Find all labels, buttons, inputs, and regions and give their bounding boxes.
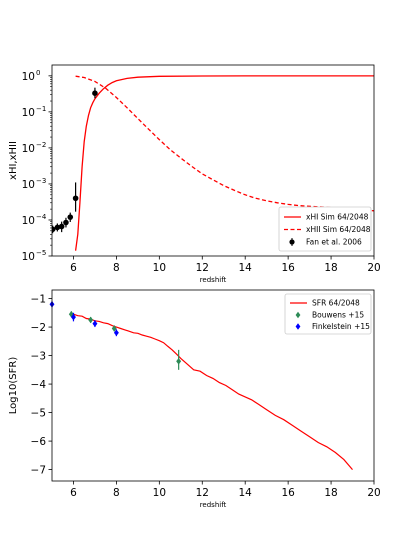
finkelstein-data-point xyxy=(113,329,119,337)
x-tick-label: 6 xyxy=(70,487,77,499)
xhii-series-line xyxy=(75,75,374,212)
fan-data-point xyxy=(67,214,74,220)
y-tick-label: 10 xyxy=(22,215,35,227)
x-tick-label: 6 xyxy=(70,262,77,274)
y-tick-base: 10 xyxy=(22,215,35,227)
x-tick-label: 16 xyxy=(281,487,295,499)
fan-data-point xyxy=(52,226,56,233)
plot-frame xyxy=(51,64,375,257)
plot-frame xyxy=(51,289,375,482)
legend-box xyxy=(284,293,372,335)
y-tick-base: 10 xyxy=(22,143,35,155)
legend-entry-label: Bouwens +15 xyxy=(312,311,364,320)
fan-data-point xyxy=(72,195,79,202)
x-tick-label: 14 xyxy=(239,487,253,499)
y-tick-label: 10 xyxy=(22,107,35,119)
y-tick-base: 10 xyxy=(22,71,35,83)
y-tick-label: 10 xyxy=(22,71,35,83)
x-tick-label: 14 xyxy=(239,262,253,274)
y-tick-label: 10 xyxy=(22,179,35,191)
y-tick-label: −2 xyxy=(31,322,46,334)
x-axis-label: redshift xyxy=(200,276,227,284)
legend-entry-label: SFR 64/2048 xyxy=(312,299,360,308)
x-tick-label: 18 xyxy=(324,487,337,499)
legend-entry-label: xHII Sim 64/2048 xyxy=(306,225,371,234)
y-tick-label: 10 xyxy=(22,143,35,155)
x-tick-label: 8 xyxy=(113,487,120,499)
x-axis-label: redshift xyxy=(200,501,227,509)
y-tick-base: 10 xyxy=(22,107,35,119)
x-tick-label: 10 xyxy=(153,262,166,274)
xhi-series-line xyxy=(74,75,374,251)
y-tick-exponent: −2 xyxy=(36,141,46,149)
fan-data-point xyxy=(63,219,69,226)
bouwens-data-point xyxy=(176,357,182,365)
y-tick-base: 10 xyxy=(22,179,35,191)
x-tick-label: 12 xyxy=(196,262,209,274)
x-tick-label: 16 xyxy=(281,262,295,274)
y-tick-label: −1 xyxy=(31,294,46,306)
legend-box xyxy=(278,206,372,252)
x-tick-label: 10 xyxy=(153,487,166,499)
fan-data-point xyxy=(92,90,98,96)
legend-entry-label: Fan et al. 2006 xyxy=(306,238,362,247)
y-tick-base: 10 xyxy=(22,251,35,263)
y-axis-label: Log10(SFR) xyxy=(8,357,19,415)
x-tick-label: 8 xyxy=(113,262,120,274)
fan-data-point xyxy=(54,224,61,231)
y-tick-exponent: −1 xyxy=(36,105,46,113)
sfr-series-line xyxy=(73,313,353,470)
finkelstein-data-point xyxy=(70,313,76,321)
sfr-chart: 6 8 10 12 14 16 18 20 −1 −2 −3 −4 −5 −6 −7 redshift Log1… xyxy=(8,289,381,509)
x-tick-label: 20 xyxy=(367,487,380,499)
bouwens-data-point xyxy=(111,325,117,332)
legend-marker-finkelstein xyxy=(295,323,301,330)
legend-marker-bouwens xyxy=(295,311,301,319)
y-axis-label: xHI,xHII xyxy=(8,141,19,180)
legend-entry-label: xHI Sim 64/2048 xyxy=(306,213,369,222)
legend-marker-fan xyxy=(289,239,295,245)
y-tick-label: −6 xyxy=(31,436,47,448)
y-tick-exponent: 0 xyxy=(36,69,40,77)
bouwens-data-point xyxy=(88,316,94,324)
y-tick-exponent: −4 xyxy=(36,213,47,221)
y-tick-label: −7 xyxy=(31,465,46,477)
y-tick-label: −3 xyxy=(31,351,46,363)
fan-data-point xyxy=(58,223,65,230)
plot-area xyxy=(49,300,353,470)
x-tick-label: 18 xyxy=(324,262,337,274)
y-tick-label: −4 xyxy=(31,379,47,391)
x-tick-label: 12 xyxy=(196,487,209,499)
y-tick-label: −5 xyxy=(31,408,46,420)
legend-entry-label: Finkelstein +15 xyxy=(312,322,370,331)
y-tick-exponent: −3 xyxy=(36,177,46,185)
finkelstein-data-point xyxy=(92,320,98,327)
x-tick-label: 20 xyxy=(367,262,380,274)
y-tick-label: 10 xyxy=(22,251,35,263)
y-tick-exponent: −5 xyxy=(36,249,46,257)
